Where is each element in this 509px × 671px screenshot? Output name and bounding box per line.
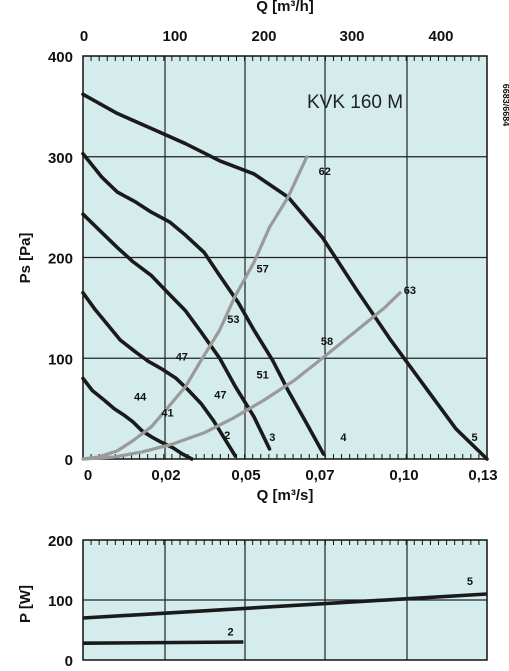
- x2-tick-label: 0: [80, 28, 88, 45]
- curve-annotation: 5: [472, 432, 478, 444]
- pressure-curves: [81, 92, 489, 461]
- y-tick-label: 300: [48, 150, 73, 167]
- curve-annotation: 62: [319, 166, 331, 178]
- y-tick-label: 400: [48, 49, 73, 66]
- x-tick-label: 0,13: [468, 467, 497, 484]
- curve-annotation: 63: [404, 285, 416, 297]
- curve-annotation: 44: [134, 392, 147, 404]
- pressure-chart: 62 63 57 58 53 51 47 47 44 41 2 3 4 5 0 100 200 300 400 0…: [17, 0, 509, 504]
- x-axis-label: Q [m³/s]: [257, 487, 314, 504]
- chart-title: KVK 160 M: [307, 92, 403, 113]
- x2-tick-label: 100: [162, 28, 187, 45]
- curve-annotation: 57: [256, 264, 268, 276]
- power-y-axis-label: P [W]: [17, 585, 34, 623]
- x2-axis-label: Q [m³/h]: [256, 0, 314, 15]
- power-grid: [83, 540, 487, 660]
- power-curve-2: [82, 640, 244, 645]
- power-y-ticks: 0 100 200: [48, 533, 73, 670]
- power-series-label: 2: [228, 626, 234, 638]
- power-y-tick-label: 0: [65, 653, 73, 670]
- x-tick-label: 0,07: [305, 467, 334, 484]
- y-tick-label: 0: [65, 452, 73, 469]
- y-axis-label: Ps [Pa]: [17, 233, 34, 284]
- pressure-y-ticks: 0 100 200 300 400: [48, 49, 73, 469]
- fan-curve-3: [81, 212, 272, 451]
- x-tick-label: 0,05: [231, 467, 260, 484]
- power-annotations: 52: [228, 576, 473, 638]
- y-tick-label: 200: [48, 251, 73, 268]
- system-curve: [81, 291, 402, 461]
- x2-tick-label: 300: [339, 28, 364, 45]
- curve-annotation: 47: [176, 351, 188, 363]
- power-series-label: 5: [467, 576, 473, 588]
- fan-curve-1: [81, 376, 194, 461]
- pressure-x-ticks: 0 0,02 0,05 0,07 0,10 0,13: [84, 467, 498, 484]
- curve-annotation: 4: [340, 432, 347, 444]
- pressure-annotations: 62 63 57 58 53 51 47 47 44 41 2 3 4 5: [134, 166, 478, 444]
- x-tick-label: 0,10: [389, 467, 418, 484]
- y-tick-label: 100: [48, 351, 73, 368]
- fan-curve-2: [81, 290, 238, 458]
- fan-curve-4: [81, 151, 326, 456]
- curve-annotation: 41: [161, 408, 173, 420]
- side-code: 6683/6684: [501, 84, 509, 127]
- power-plot-frame: [82, 539, 488, 661]
- power-y-tick-label: 100: [48, 593, 73, 610]
- system-curve: [81, 155, 309, 461]
- x-tick-label: 0,02: [151, 467, 180, 484]
- x2-tick-label: 200: [251, 28, 276, 45]
- curve-annotation: 53: [227, 314, 239, 326]
- pressure-plot-frame: [82, 55, 488, 460]
- curve-annotation: 47: [214, 390, 226, 402]
- curve-annotation: 2: [224, 430, 230, 442]
- curve-annotation: 51: [256, 369, 268, 381]
- x2-tick-label: 400: [428, 28, 453, 45]
- pressure-x2-ticks: 0 100 200 300 400: [80, 28, 454, 45]
- pressure-grid: [83, 56, 487, 459]
- curve-annotation: 3: [269, 432, 275, 444]
- power-curve-5: [82, 592, 488, 620]
- x-tick-label: 0: [84, 467, 92, 484]
- power-curves: [82, 592, 488, 645]
- power-minor-ticks: [82, 540, 488, 545]
- power-y-tick-label: 200: [48, 533, 73, 550]
- curve-annotation: 58: [321, 336, 333, 348]
